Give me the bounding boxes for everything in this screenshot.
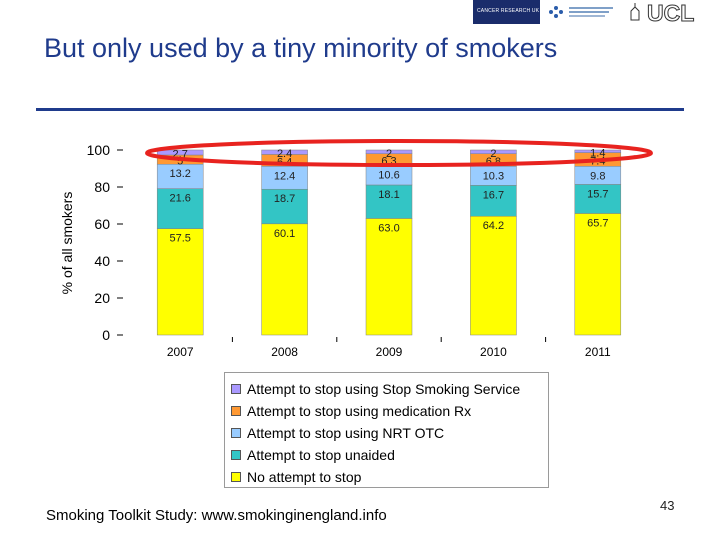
- cruk-logo: CANCER RESEARCH UK: [473, 0, 540, 24]
- page-number: 43: [660, 498, 675, 513]
- chart-axes: % of all smokers 0 20 40 60 80 100 2007 2008 2009…: [59, 142, 611, 359]
- uk-centre-logo-mark: [549, 6, 613, 18]
- legend-item: Attempt to stop using NRT OTC: [225, 422, 548, 444]
- legend-item: Attempt to stop using Stop Smoking Servi…: [225, 378, 548, 400]
- bar-segment: [156, 163, 204, 189]
- x-tick-label: 2007: [167, 345, 194, 359]
- data-label: 10.3: [483, 170, 504, 182]
- title-underline: [36, 108, 684, 111]
- legend-item: Attempt to stop unaided: [225, 444, 548, 466]
- legend-swatch: [231, 384, 241, 394]
- data-label: 18.1: [378, 189, 399, 201]
- bar-segment: [470, 149, 517, 154]
- data-label: 13.2: [169, 168, 190, 180]
- highlight-ellipse: [145, 139, 653, 167]
- cruk-logo-text: CANCER RESEARCH UK: [477, 8, 540, 14]
- y-tick-label: 60: [94, 216, 110, 232]
- bar-segment: [574, 184, 622, 214]
- data-label: 9.8: [590, 170, 605, 182]
- x-tick-label: 2009: [376, 345, 403, 359]
- legend-swatch: [231, 406, 241, 416]
- bar-segment: [365, 149, 413, 154]
- data-label: 64.2: [483, 220, 504, 232]
- y-tick-label: 80: [94, 179, 110, 195]
- legend-swatch: [231, 450, 241, 460]
- data-label: 18.7: [274, 193, 295, 205]
- legend-item: No attempt to stop: [225, 466, 548, 488]
- data-label: 1.4: [590, 147, 605, 159]
- legend-swatch: [231, 472, 241, 482]
- y-tick-label: 20: [94, 290, 110, 306]
- legend-item: Attempt to stop using medication Rx: [225, 400, 548, 422]
- data-label: 2: [490, 148, 496, 160]
- legend-label: Attempt to stop using medication Rx: [247, 403, 472, 419]
- y-tick-label: 100: [87, 142, 111, 158]
- data-label: 60.1: [274, 228, 295, 240]
- legend-label: No attempt to stop: [247, 469, 362, 485]
- bar-segment: [156, 228, 204, 336]
- legend-label: Attempt to stop using NRT OTC: [247, 425, 445, 441]
- bar-segment: [261, 223, 308, 336]
- chart-bars: [156, 149, 622, 336]
- data-label: 57.5: [169, 233, 190, 245]
- x-tick-label: 2008: [271, 345, 298, 359]
- data-label: 21.6: [169, 193, 190, 205]
- bar-segment: [156, 149, 204, 156]
- legend-label: Attempt to stop using Stop Smoking Servi…: [247, 381, 521, 397]
- bar-segment: [261, 149, 308, 155]
- legend-swatch: [231, 428, 241, 438]
- data-label: 65.7: [587, 217, 608, 229]
- x-tick-label: 2010: [480, 345, 507, 359]
- data-label: 10.6: [378, 169, 399, 181]
- bar-segment: [470, 185, 517, 217]
- data-label: 2: [386, 148, 392, 160]
- bar-segment: [261, 188, 308, 225]
- data-label: 2.4: [277, 148, 292, 160]
- data-label: 63.0: [378, 222, 399, 234]
- source-citation: Smoking Toolkit Study: www.smokinginengl…: [46, 507, 387, 524]
- y-tick-label: 40: [94, 253, 110, 269]
- x-tick-label: 2011: [585, 345, 611, 359]
- logo-bar: CANCER RESEARCH UK UCL: [473, 0, 720, 27]
- y-tick-label: 0: [102, 327, 110, 343]
- bar-segment: [365, 218, 413, 336]
- chart-legend: Attempt to stop using Stop Smoking Servi…: [224, 372, 549, 488]
- slide-title: But only used by a tiny minority of smok…: [44, 33, 558, 63]
- bar-segment: [470, 215, 517, 336]
- data-label: 16.7: [483, 189, 504, 201]
- y-axis-label: % of all smokers: [59, 192, 75, 295]
- ucl-logo-text: UCL: [647, 0, 694, 24]
- ucl-logo: UCL: [623, 0, 720, 27]
- data-label: 15.7: [587, 188, 608, 200]
- ucl-logo-mark: UCL: [630, 0, 695, 27]
- bar-segment: [574, 149, 622, 153]
- data-label: 5: [177, 156, 183, 168]
- bar-segment: [574, 213, 622, 336]
- data-label: 12.4: [274, 170, 295, 182]
- chart-overlay: [145, 139, 653, 167]
- bar-segment: [156, 188, 204, 229]
- uk-centre-logo: [543, 0, 619, 24]
- legend-label: Attempt to stop unaided: [247, 447, 395, 463]
